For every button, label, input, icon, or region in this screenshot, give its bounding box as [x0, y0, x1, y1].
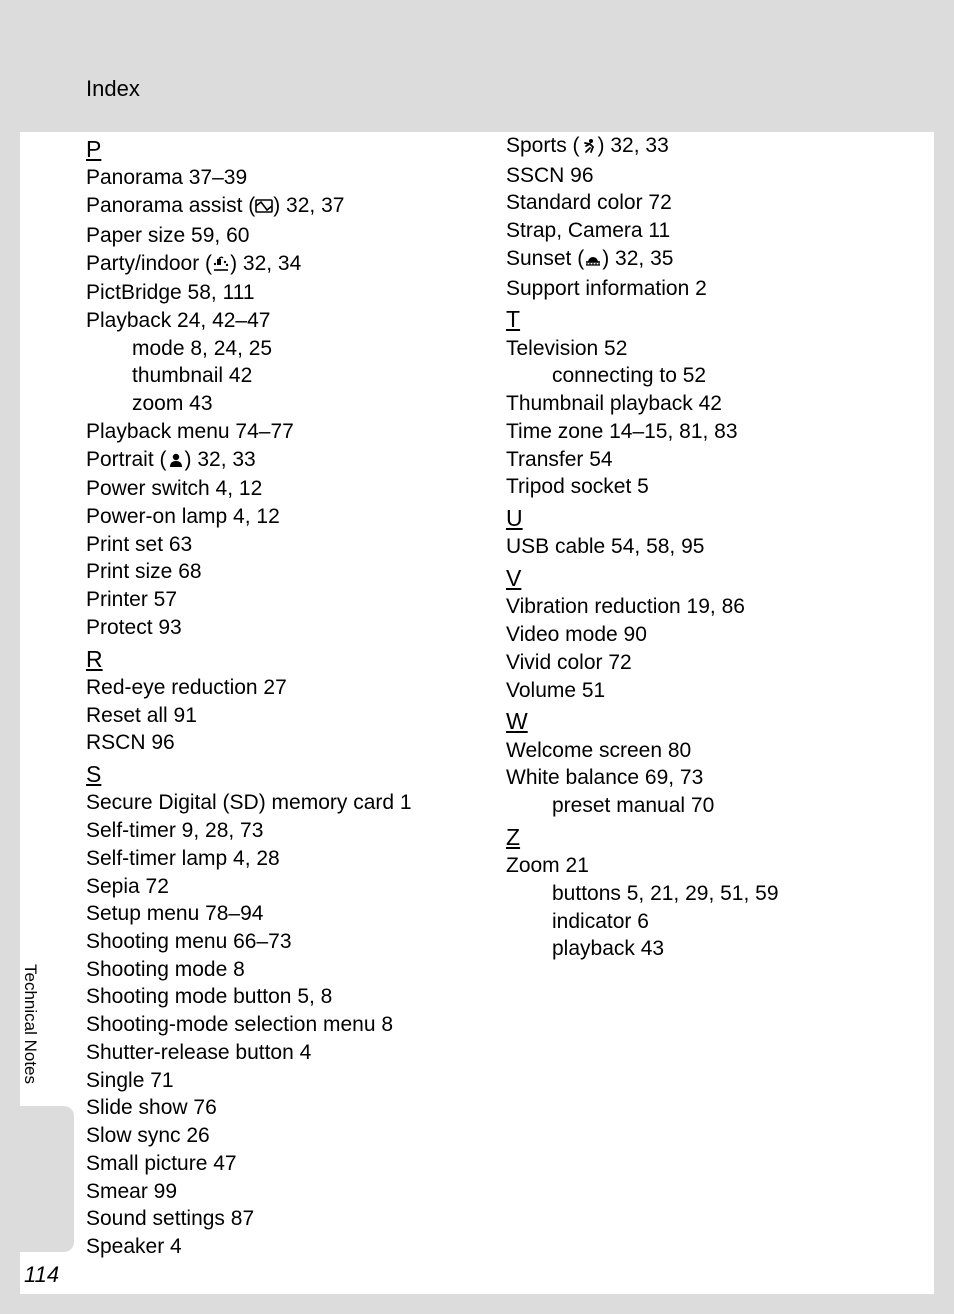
- index-letter: T: [506, 304, 906, 334]
- index-entry: Video mode 90: [506, 621, 906, 649]
- index-letter: V: [506, 563, 906, 593]
- index-entry: Playback 24, 42–47: [86, 307, 486, 335]
- index-entry-text: ) 32, 34: [230, 252, 301, 275]
- index-entry: Sound settings 87: [86, 1205, 486, 1233]
- index-column-right: Sports ( ) 32, 33 SSCN 96Standard color 72…: [506, 132, 906, 1261]
- index-column-left: PPanorama 37–39Panorama assist ( ) 32, 37…: [86, 132, 486, 1261]
- index-entry: Printer 57: [86, 586, 486, 614]
- index-entry: Sports ( ) 32, 33: [506, 132, 906, 162]
- sunset-icon: [584, 247, 602, 275]
- index-entry: Self-timer lamp 4, 28: [86, 845, 486, 873]
- index-entry: Sunset ( ) 32, 35: [506, 245, 906, 275]
- index-entry: Support information 2: [506, 275, 906, 303]
- index-entry: Paper size 59, 60: [86, 222, 486, 250]
- index-subentry: buttons 5, 21, 29, 51, 59: [506, 880, 906, 908]
- index-letter: P: [86, 134, 486, 164]
- index-entry: PictBridge 58, 111: [86, 279, 486, 307]
- index-entry: USB cable 54, 58, 95: [506, 533, 906, 561]
- index-letter: U: [506, 503, 906, 533]
- index-entry: Setup menu 78–94: [86, 900, 486, 928]
- index-letter: Z: [506, 822, 906, 852]
- index-entry: Reset all 91: [86, 702, 486, 730]
- index-letter: S: [86, 759, 486, 789]
- index-entry-text: ) 32, 33: [185, 448, 256, 471]
- panorama-icon: [255, 194, 273, 222]
- index-columns: PPanorama 37–39Panorama assist ( ) 32, 37…: [86, 132, 906, 1261]
- index-entry: Speaker 4: [86, 1233, 486, 1261]
- index-entry: Shutter-release button 4: [86, 1039, 486, 1067]
- index-entry: Strap, Camera 11: [506, 217, 906, 245]
- index-entry: Slow sync 26: [86, 1122, 486, 1150]
- index-entry: Volume 51: [506, 677, 906, 705]
- index-entry: Zoom 21: [506, 852, 906, 880]
- index-entry-text: ) 32, 33: [598, 134, 669, 157]
- index-entry: Smear 99: [86, 1178, 486, 1206]
- index-entry: Time zone 14–15, 81, 83: [506, 418, 906, 446]
- index-entry: Thumbnail playback 42: [506, 390, 906, 418]
- index-entry: RSCN 96: [86, 729, 486, 757]
- index-entry: Small picture 47: [86, 1150, 486, 1178]
- page-title: Index: [86, 76, 140, 102]
- index-entry: Tripod socket 5: [506, 473, 906, 501]
- index-entry: Single 71: [86, 1067, 486, 1095]
- index-entry: Red-eye reduction 27: [86, 674, 486, 702]
- index-entry: Protect 93: [86, 614, 486, 642]
- index-entry: White balance 69, 73: [506, 764, 906, 792]
- index-entry: Shooting mode 8: [86, 956, 486, 984]
- index-subentry: preset manual 70: [506, 792, 906, 820]
- index-letter: R: [86, 644, 486, 674]
- index-entry-text: Panorama assist (: [86, 194, 255, 217]
- page: Index PPanorama 37–39Panorama assist ( ) …: [20, 20, 934, 1294]
- index-entry-text: Sports (: [506, 134, 580, 157]
- index-subentry: indicator 6: [506, 908, 906, 936]
- index-subentry: zoom 43: [86, 390, 486, 418]
- index-entry-text: Portrait (: [86, 448, 167, 471]
- index-entry: Print size 68: [86, 558, 486, 586]
- index-entry: Vibration reduction 19, 86: [506, 593, 906, 621]
- index-entry: SSCN 96: [506, 162, 906, 190]
- index-subentry: mode 8, 24, 25: [86, 335, 486, 363]
- index-entry: Print set 63: [86, 531, 486, 559]
- index-entry: Slide show 76: [86, 1094, 486, 1122]
- index-letter: W: [506, 706, 906, 736]
- index-entry-text: ) 32, 37: [273, 194, 344, 217]
- portrait-icon: [167, 448, 185, 476]
- index-entry: Welcome screen 80: [506, 737, 906, 765]
- index-entry: Self-timer 9, 28, 73: [86, 817, 486, 845]
- header-band: [20, 20, 934, 132]
- sports-icon: [580, 134, 598, 162]
- index-entry-text: Sunset (: [506, 247, 584, 270]
- index-entry: Standard color 72: [506, 189, 906, 217]
- index-subentry: thumbnail 42: [86, 362, 486, 390]
- index-entry: Shooting menu 66–73: [86, 928, 486, 956]
- side-tab: [20, 1106, 74, 1252]
- index-entry: Transfer 54: [506, 446, 906, 474]
- index-entry: Party/indoor ( ) 32, 34: [86, 250, 486, 280]
- index-subentry: connecting to 52: [506, 362, 906, 390]
- index-entry-text: Party/indoor (: [86, 252, 212, 275]
- side-section-label: Technical Notes: [20, 964, 40, 1084]
- index-entry: Power-on lamp 4, 12: [86, 503, 486, 531]
- index-entry: Shooting-mode selection menu 8: [86, 1011, 486, 1039]
- index-entry: Panorama assist ( ) 32, 37: [86, 192, 486, 222]
- index-subentry: playback 43: [506, 935, 906, 963]
- index-entry: Power switch 4, 12: [86, 475, 486, 503]
- index-entry: Sepia 72: [86, 873, 486, 901]
- index-entry: Vivid color 72: [506, 649, 906, 677]
- index-entry: Television 52: [506, 335, 906, 363]
- index-entry: Portrait ( ) 32, 33: [86, 446, 486, 476]
- party-icon: [212, 252, 230, 280]
- index-entry: Playback menu 74–77: [86, 418, 486, 446]
- index-entry: Secure Digital (SD) memory card 1: [86, 789, 486, 817]
- index-entry: Panorama 37–39: [86, 164, 486, 192]
- index-entry: Shooting mode button 5, 8: [86, 983, 486, 1011]
- index-entry-text: ) 32, 35: [602, 247, 673, 270]
- page-number: 114: [24, 1262, 59, 1288]
